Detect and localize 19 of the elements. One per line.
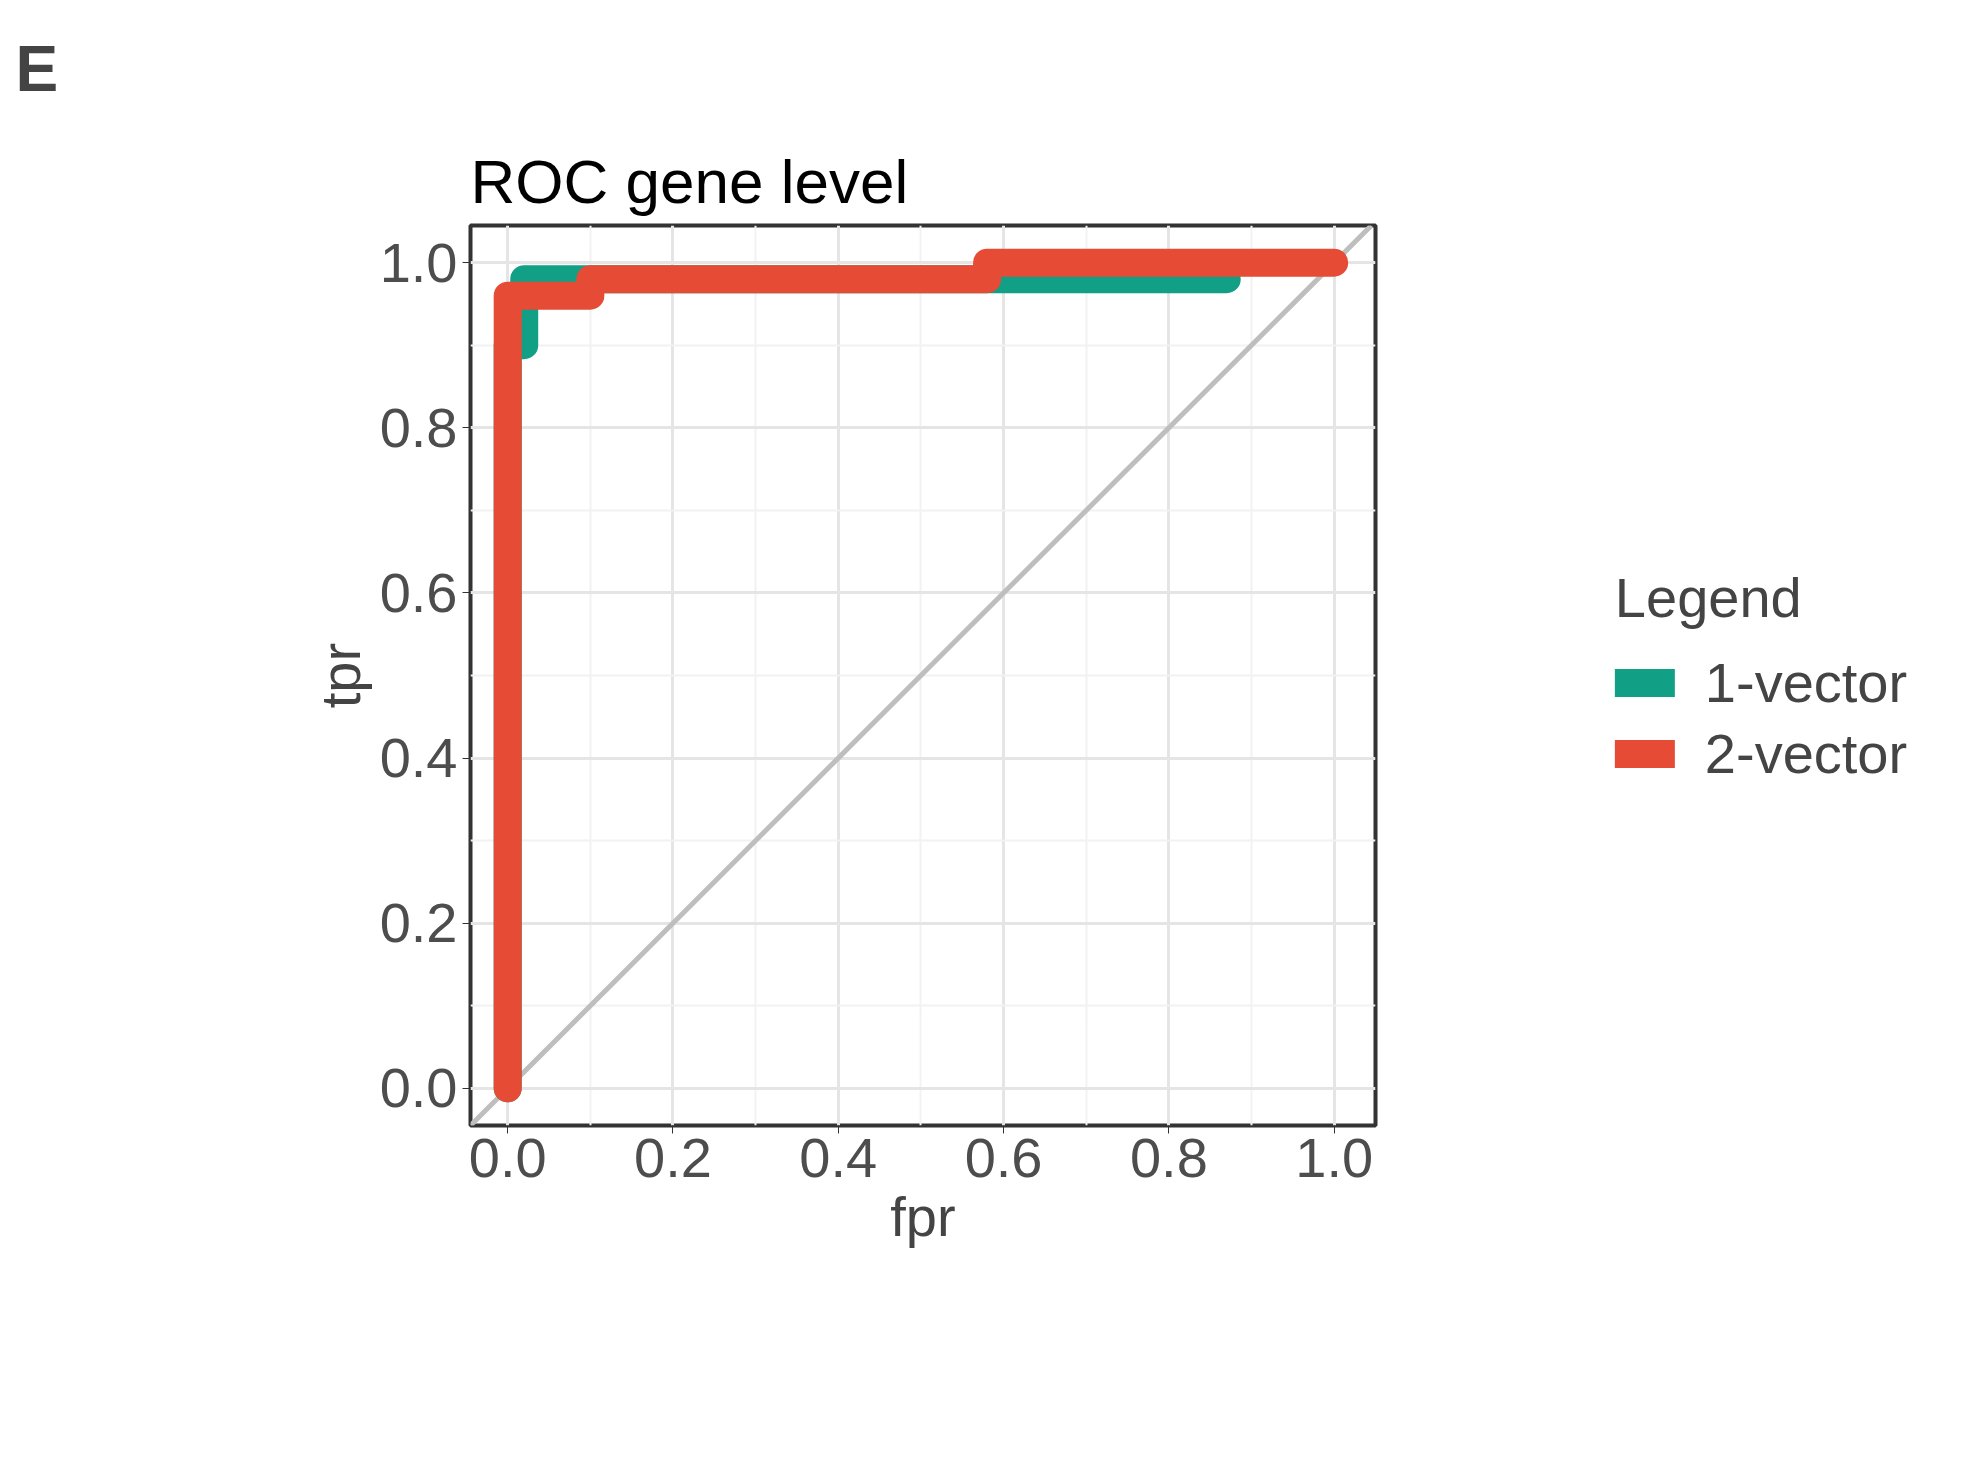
text: E	[15, 32, 59, 105]
chart-title: ROC gene level	[470, 146, 909, 216]
x-tick-label: 0.4	[799, 1125, 878, 1189]
x-tick-label: 0.0	[468, 1125, 547, 1189]
y-tick-label: 0.0	[379, 1056, 458, 1120]
x-axis-title: fpr	[890, 1184, 956, 1248]
y-tick-label: 0.6	[379, 560, 458, 624]
y-axis-title: tpr	[308, 642, 372, 709]
x-tick-label: 0.2	[634, 1125, 712, 1189]
x-tick-label: 0.8	[1129, 1125, 1208, 1189]
legend-title: Legend	[1614, 564, 1803, 630]
legend-label: 1-vector	[1704, 649, 1908, 715]
y-tick-label: 1.0	[379, 230, 458, 294]
legend-label: 2-vector	[1704, 720, 1908, 786]
y-tick-label: 0.8	[379, 395, 458, 459]
y-tick-label: 0.2	[379, 891, 458, 955]
x-tick-label: 0.6	[964, 1125, 1043, 1189]
y-tick-label: 0.4	[379, 726, 458, 790]
x-tick-label: 1.0	[1295, 1125, 1374, 1189]
